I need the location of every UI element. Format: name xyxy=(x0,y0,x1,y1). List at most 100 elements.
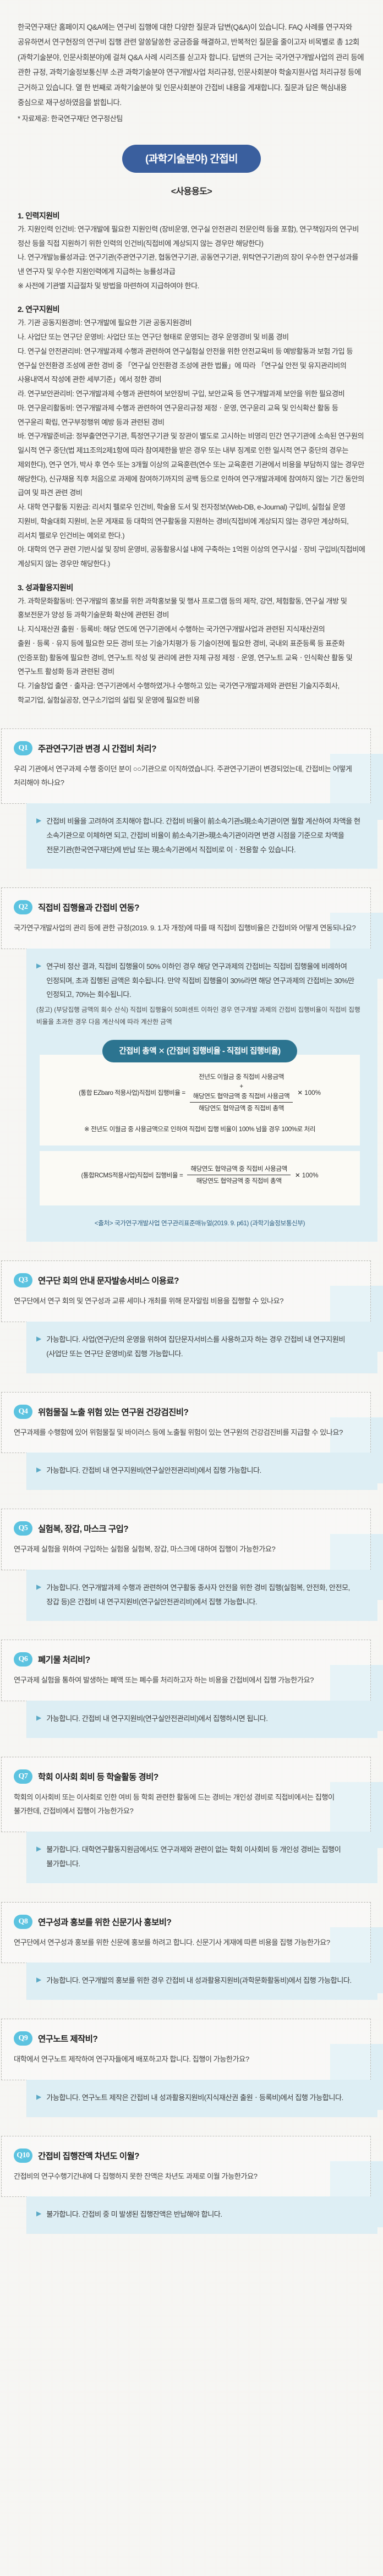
formula-pill-label: 간접비 총액 ✕ (간접비 집행비율 - 직접비 집행비율) xyxy=(102,1040,297,1063)
numerator-top-line: 전년도 이월금 중 직접비 사용금액 xyxy=(199,1073,284,1081)
question-box: Q8 연구성과 홍보를 위한 신문기사 홍보비? 연구단에서 연구성과 홍보를 … xyxy=(1,1901,371,1964)
question-box: Q4 위험물질 노출 위험 있는 연구원 건강검진비? 연구과제를 수행함에 있… xyxy=(1,1391,371,1454)
answer-row: ▶ 가능합니다. 연구노트 제작은 간접비 내 성과활용지원비(지식재산권 출원… xyxy=(36,2091,363,2105)
answer-text: 가능합니다. 연구개발의 홍보를 위한 경우 간접비 내 성과활용지원비(과학문… xyxy=(46,1976,352,1985)
question-title: 연구단 회의 안내 문자발송서비스 이용료? xyxy=(38,1276,179,1286)
arrow-right-icon: ▶ xyxy=(36,1582,42,1591)
question-title: 연구성과 홍보를 위한 신문기사 홍보비? xyxy=(38,1917,172,1927)
question-text: 우리 기관에서 연구과제 수행 중이던 분이 ○○기관으로 이직하였습니다. 주… xyxy=(14,764,352,787)
banner-pill-label: (과학기술분야) 간접비 xyxy=(122,144,261,173)
question-header: Q9 연구노트 제작비? xyxy=(14,2031,356,2046)
answer-box: ▶ 간접비 비율을 고려하여 조치해야 합니다. 간접비 비율이 前소속기관≤現… xyxy=(26,803,377,869)
qa-item: Q4 위험물질 노출 위험 있는 연구원 건강검진비? 연구과제를 수행함에 있… xyxy=(0,1391,383,1490)
usage-line: 나. 지식재산권 출원ㆍ등록비: 해당 연도에 연구기관에서 수행하는 국가연구… xyxy=(18,625,353,676)
question-header: Q8 연구성과 홍보를 위한 신문기사 홍보비? xyxy=(14,1914,356,1929)
question-box: Q6 폐기물 처리비? 연구과제 실험을 통하여 발생하는 폐액 또는 폐수를 … xyxy=(1,1640,371,1702)
arrow-right-icon: ▶ xyxy=(36,816,42,825)
question-badge: Q8 xyxy=(14,1914,32,1929)
answer-row: ▶ 가능합니다. 연구개발의 홍보를 위한 경우 간접비 내 성과활용지원비(과… xyxy=(36,1974,363,1988)
answer-row: ▶ 불가합니다. 대학연구활동지원금에서도 연구과제와 관련이 없는 학회 이사… xyxy=(36,1843,363,1871)
arrow-right-icon: ▶ xyxy=(36,961,42,969)
question-text: 국가연구개발사업의 관리 등에 관한 규정(2019. 9. 1.자 개정)에 … xyxy=(14,924,356,933)
answer-row: ▶ 가능합니다. 사업(연구)단의 운영을 위하여 집단문자서비스를 사용하고자… xyxy=(36,1333,363,1361)
formula-source: <출처> 국가연구개발사업 연구관리표준매뉴얼(2019. 9. p61) (과… xyxy=(94,1220,305,1227)
equation-denominator: 해당연도 협약금액 중 직접비 총액 xyxy=(199,1105,284,1112)
question-box: Q3 연구단 회의 안내 문자발송서비스 이용료? 연구단에서 연구 회의 및 … xyxy=(1,1260,371,1323)
qa-item: Q7 학회 이사회 회비 등 학술활동 경비? 학회의 이사회비 또는 이사회로… xyxy=(0,1756,383,1883)
question-header: Q1 주관연구기관 변경 시 간접비 처리? xyxy=(14,741,356,755)
equation: (통합RCMS적용사업)직접비 집행비율 = 해당연도 협약금액 중 직접비 사… xyxy=(47,1163,352,1187)
question-text: 연구단에서 연구성과 홍보를 위한 신문에 홍보를 하려고 합니다. 신문기사 … xyxy=(14,1938,330,1947)
equation-multiplier: ✕ 100% xyxy=(294,1171,319,1179)
question-text: 대학에서 연구노트 제작하여 연구자들에게 배포하고자 합니다. 집행이 가능한… xyxy=(14,2055,249,2064)
fraction-bar xyxy=(189,1102,293,1103)
formula-pill-wrapper: 간접비 총액 ✕ (간접비 집행비율 - 직접비 집행비율) xyxy=(36,1040,363,1063)
question-title: 위험물질 노출 위험 있는 연구원 건강검진비? xyxy=(38,1407,189,1417)
intro-source-note: * 자료제공: 한국연구재단 연구정산팀 xyxy=(18,114,123,123)
equation: (통합 EZbaro 적용사업)직접비 집행비율 = 전년도 이월금 중 직접비… xyxy=(47,1071,352,1115)
question-box: Q1 주관연구기관 변경 시 간접비 처리? 우리 기관에서 연구과제 수행 중… xyxy=(1,728,371,804)
usage-line: 마. 연구윤리활동비: 연구개발과제 수행과 관련하여 연구윤리규정 제정ㆍ운영… xyxy=(18,403,338,426)
answer-row: ▶ 간접비 비율을 고려하여 조치해야 합니다. 간접비 비율이 前소속기관≤現… xyxy=(36,814,363,857)
question-title: 학회 이사회 회비 등 학술활동 경비? xyxy=(38,1772,158,1782)
usage-line: 가. 지원인력 인건비: 연구개발에 필요한 지원인력 (장비운영, 연구실 안… xyxy=(18,224,359,248)
qa-item: Q2 직접비 집행율과 간접비 연동? 국가연구개발사업의 관리 등에 관한 규… xyxy=(0,887,383,1242)
usage-line: 나. 사업단 또는 연구단 운영비: 사업단 또는 연구단 형태로 운영되는 경… xyxy=(18,333,289,342)
usage-category-heading: 2. 연구지원비 xyxy=(18,305,59,314)
answer-text: 가능합니다. 사업(연구)단의 운영을 위하여 집단문자서비스를 사용하고자 하… xyxy=(46,1335,346,1358)
arrow-right-icon: ▶ xyxy=(36,1845,42,1853)
answer-box: ▶ 가능합니다. 간접비 내 연구지원비(연구실안전관리비)에서 집행하시면 됩… xyxy=(26,1701,377,1738)
question-badge: Q1 xyxy=(14,741,32,755)
arrow-right-icon: ▶ xyxy=(36,1976,42,1984)
question-title: 주관연구기관 변경 시 간접비 처리? xyxy=(38,744,157,754)
question-header: Q7 학회 이사회 회비 등 학술활동 경비? xyxy=(14,1769,356,1784)
question-badge: Q9 xyxy=(14,2031,32,2046)
question-text: 연구단에서 연구 회의 및 연구성과 교류 세미나 개최를 위해 문자알림 비용… xyxy=(14,1297,284,1306)
qa-item: Q8 연구성과 홍보를 위한 신문기사 홍보비? 연구단에서 연구성과 홍보를 … xyxy=(0,1901,383,2000)
usage-category-heading: 3. 성과활용지원비 xyxy=(18,583,73,592)
qa-item: Q3 연구단 회의 안내 문자발송서비스 이용료? 연구단에서 연구 회의 및 … xyxy=(0,1260,383,1373)
question-box: Q9 연구노트 제작비? 대학에서 연구노트 제작하여 연구자들에게 배포하고자… xyxy=(1,2019,371,2080)
numerator-plus-sign: + xyxy=(239,1083,243,1090)
equation-numerator: 전년도 이월금 중 직접비 사용금액 + 해당연도 협약금액 중 직접비 사용금… xyxy=(190,1071,293,1102)
equation-fraction: 해당연도 협약금액 중 직접비 사용금액 해당연도 협약금액 중 직접비 총액 xyxy=(187,1163,291,1187)
question-badge: Q5 xyxy=(14,1521,32,1536)
usage-line: 사. 대학 연구활동 지원금: 리서치 펠로우 인건비, 학술용 도서 및 전자… xyxy=(18,503,349,540)
question-badge: Q4 xyxy=(14,1404,32,1419)
usage-line: 다. 연구실 안전관리비: 연구개발과제 수행과 관련하여 연구실험실 안전을 … xyxy=(18,347,353,384)
usage-section: 1. 인력지원비 가. 지원인력 인건비: 연구개발에 필요한 지원인력 (장비… xyxy=(0,197,383,708)
equation-multiplier: ✕ 100% xyxy=(297,1089,321,1097)
answer-row: ▶ 불가합니다. 간접비 중 미 발생된 집행잔액은 반납해야 합니다. xyxy=(36,2207,363,2222)
answer-box: ▶ 가능합니다. 연구노트 제작은 간접비 내 성과활용지원비(지식재산권 출원… xyxy=(26,2079,377,2117)
answer-box: ▶ 가능합니다. 연구개발과제 수행과 관련하여 연구활동 종사자 안전을 위한… xyxy=(26,1569,377,1621)
arrow-right-icon: ▶ xyxy=(36,1335,42,1343)
usage-line: 가. 과학문화활동비: 연구개발의 홍보를 위한 과학홍보물 및 행사 프로그램… xyxy=(18,596,347,620)
arrow-right-icon: ▶ xyxy=(36,1466,42,1474)
usage-line: 다. 기술창업 출연ㆍ출자금: 연구기관에서 수행하였거나 수행하고 있는 국가… xyxy=(18,682,340,704)
intro-paragraph: 한국연구재단 홈페이지 Q&A에는 연구비 집행에 대한 다양한 질문과 답변(… xyxy=(18,23,364,107)
answer-box: ▶ 가능합니다. 연구개발의 홍보를 위한 경우 간접비 내 성과활용지원비(과… xyxy=(26,1963,377,2000)
qa-item: Q5 실험복, 장갑, 마스크 구입? 연구과제 실험을 위하여 구입하는 실험… xyxy=(0,1509,383,1621)
answer-text: 가능합니다. 연구노트 제작은 간접비 내 성과활용지원비(지식재산권 출원ㆍ등… xyxy=(46,2093,343,2102)
usage-line: 가. 기관 공동지원경비: 연구개발에 필요한 기관 공동지원경비 xyxy=(18,319,192,327)
question-badge: Q3 xyxy=(14,1273,32,1288)
question-badge: Q10 xyxy=(14,2148,32,2163)
answer-box: ▶ 가능합니다. 사업(연구)단의 운영을 위하여 집단문자서비스를 사용하고자… xyxy=(26,1322,377,1373)
qa-item: Q6 폐기물 처리비? 연구과제 실험을 통하여 발생하는 폐액 또는 폐수를 … xyxy=(0,1640,383,1738)
qa-item: Q10 간접비 집행잔액 차년도 이월? 간접비의 연구수행기간내에 다 집행하… xyxy=(0,2135,383,2234)
numerator-bottom-line: 해당연도 협약금액 중 직접비 사용금액 xyxy=(193,1092,290,1100)
answer-text: 가능합니다. 간접비 내 연구지원비(연구실안전관리비)에서 집행 가능합니다. xyxy=(46,1466,261,1475)
equation-label: (통합 EZbaro 적용사업)직접비 집행비율 = xyxy=(79,1089,185,1097)
equation-label: (통합RCMS적용사업)직접비 집행비율 = xyxy=(81,1171,183,1179)
answer-row: ▶ 가능합니다. 연구개발과제 수행과 관련하여 연구활동 종사자 안전을 위한… xyxy=(36,1581,363,1609)
question-badge: Q6 xyxy=(14,1652,32,1667)
banner-subtitle: <사용용도> xyxy=(171,187,212,196)
answer-box: ▶ 불가합니다. 대학연구활동지원금에서도 연구과제와 관련이 없는 학회 이사… xyxy=(26,1832,377,1883)
arrow-right-icon: ▶ xyxy=(36,1714,42,1722)
question-header: Q5 실험복, 장갑, 마스크 구입? xyxy=(14,1521,356,1536)
usage-line: 바. 연구개발준비금: 정부출연연구기관, 특정연구기관 및 장관이 별도로 고… xyxy=(18,432,364,497)
answer-subnote: (참고) (부당집행 금액의 회수 산식) 직접비 집행율이 50퍼센트 이하인… xyxy=(36,1006,360,1026)
answer-text: 불가합니다. 간접비 중 미 발생된 집행잔액은 반납해야 합니다. xyxy=(46,2210,222,2219)
question-header: Q6 폐기물 처리비? xyxy=(14,1652,356,1667)
question-text: 연구과제를 수행함에 있어 위험물질 및 바이러스 등에 노출될 위험이 있는 … xyxy=(14,1428,343,1437)
